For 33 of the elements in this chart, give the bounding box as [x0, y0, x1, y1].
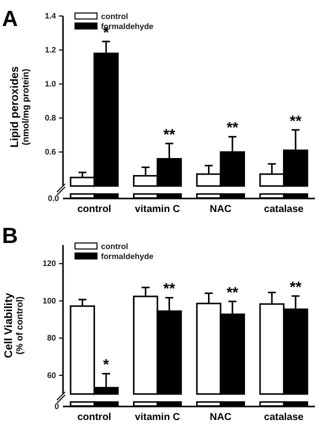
chart-title: A: [2, 6, 18, 31]
x-tick-label: catalase: [264, 412, 304, 423]
y-tick-label: 100: [42, 296, 57, 306]
x-tick-label: NAC: [210, 412, 232, 423]
y-tick-label: 1.2: [44, 46, 57, 55]
chart-title: B: [2, 223, 18, 248]
y-tick-label: 0.8: [44, 114, 57, 123]
legend-label: control: [101, 12, 128, 21]
y-axis-title: Lipid peroxides (nmol/mg protein): [9, 66, 30, 148]
y-tick-label: 120: [42, 259, 57, 268]
annotation: **: [163, 280, 176, 298]
x-tick-label: control: [77, 204, 112, 215]
annotation: **: [290, 112, 302, 130]
legend-label: formaldehyde: [101, 252, 154, 261]
text: 0: [54, 402, 60, 411]
annotation: *: [103, 356, 110, 374]
x-tick-label: catalase: [264, 204, 304, 215]
annotation: **: [226, 120, 238, 137]
y-tick-label: 80: [47, 334, 57, 343]
legend-label: control: [101, 242, 128, 251]
y-tick-label: 1.4: [44, 12, 57, 21]
text: 0.0: [48, 194, 60, 203]
y-tick-label: 0.6: [44, 148, 57, 157]
annotation: **: [226, 284, 238, 302]
x-tick-label: control: [77, 412, 112, 423]
y-axis-title: Cell Viability (% of control): [3, 292, 24, 358]
y-tick-label: 60: [47, 370, 57, 380]
annotation: **: [290, 279, 302, 296]
annotation: **: [163, 126, 176, 144]
x-tick-label: vitamin C: [134, 204, 180, 215]
x-tick-label: vitamin C: [134, 412, 180, 423]
x-tick-label: NAC: [210, 204, 232, 215]
y-tick-label: 1.0: [44, 80, 57, 89]
